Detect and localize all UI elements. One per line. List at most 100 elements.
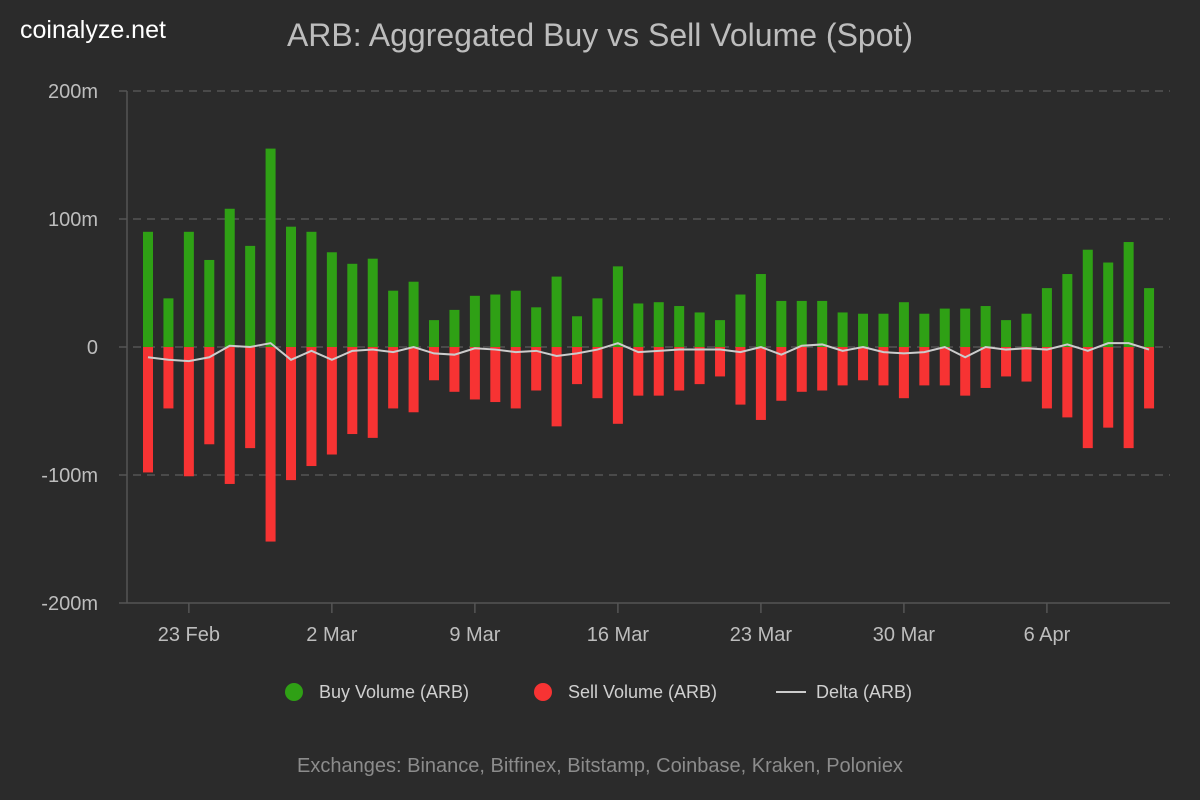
buy-volume-bar[interactable] [1144, 288, 1155, 347]
buy-volume-bar[interactable] [429, 320, 440, 347]
sell-volume-bar[interactable] [306, 347, 317, 467]
sell-volume-bar[interactable] [183, 347, 194, 477]
sell-volume-bar[interactable] [1062, 347, 1073, 418]
buy-volume-bar[interactable] [449, 309, 460, 347]
buy-volume-bar[interactable] [224, 208, 235, 347]
sell-volume-bar[interactable] [347, 347, 358, 435]
buy-volume-bar[interactable] [878, 313, 889, 347]
buy-volume-bar[interactable] [326, 252, 337, 347]
sell-volume-bar[interactable] [1123, 347, 1134, 449]
buy-volume-bar[interactable] [183, 231, 194, 347]
buy-volume-bar[interactable] [286, 226, 297, 347]
buy-volume-bar[interactable] [306, 231, 317, 347]
buy-volume-bar[interactable] [694, 312, 705, 347]
buy-volume-bar[interactable] [1001, 320, 1012, 347]
sell-volume-bar[interactable] [939, 347, 950, 386]
sell-volume-bar[interactable] [531, 347, 542, 391]
buy-volume-bar[interactable] [939, 308, 950, 347]
sell-volume-bar[interactable] [776, 347, 787, 401]
sell-volume-bar[interactable] [980, 347, 991, 388]
buy-volume-bar[interactable] [143, 231, 153, 347]
sell-volume-bar[interactable] [1021, 347, 1032, 382]
sell-volume-bar[interactable] [551, 347, 562, 427]
buy-volume-bar[interactable] [347, 263, 358, 347]
sell-volume-bar[interactable] [837, 347, 848, 386]
sell-volume-bar[interactable] [612, 347, 623, 424]
legend-sell-volume[interactable]: Sell Volume (ARB) [568, 682, 717, 702]
sell-volume-bar[interactable] [286, 347, 297, 481]
buy-volume-bar[interactable] [776, 300, 787, 347]
buy-volume-bar[interactable] [674, 306, 685, 347]
buy-volume-bar[interactable] [265, 148, 276, 347]
sell-volume-bar[interactable] [204, 347, 215, 445]
sell-volume-bar[interactable] [143, 347, 153, 473]
buy-volume-bar[interactable] [653, 302, 664, 347]
buy-volume-bar[interactable] [367, 258, 378, 347]
sell-volume-bar[interactable] [367, 347, 378, 438]
sell-volume-bar[interactable] [1041, 347, 1052, 409]
buy-volume-bar[interactable] [960, 308, 971, 347]
buy-volume-bar[interactable] [817, 300, 828, 347]
buy-volume-bar[interactable] [612, 266, 623, 347]
buy-volume-bar[interactable] [837, 312, 848, 347]
delta-line[interactable] [147, 342, 1150, 363]
buy-volume-bar[interactable] [633, 303, 644, 347]
buy-volume-bar[interactable] [898, 302, 909, 347]
buy-volume-bar[interactable] [980, 306, 991, 347]
buy-volume-bar[interactable] [592, 298, 603, 347]
buy-volume-bar[interactable] [755, 274, 766, 347]
sell-volume-bar[interactable] [735, 347, 746, 405]
sell-volume-bar[interactable] [1103, 347, 1114, 428]
sell-volume-bar[interactable] [1001, 347, 1012, 377]
buy-volume-bar[interactable] [735, 294, 746, 347]
sell-volume-bar[interactable] [898, 347, 909, 399]
buy-volume-bar[interactable] [1103, 262, 1114, 347]
sell-volume-bar[interactable] [694, 347, 705, 385]
buy-volume-bar[interactable] [388, 290, 399, 347]
sell-volume-bar[interactable] [408, 347, 419, 413]
buy-volume-bar[interactable] [1021, 313, 1032, 347]
sell-volume-bar[interactable] [245, 347, 256, 449]
buy-volume-bar[interactable] [531, 307, 542, 347]
sell-volume-bar[interactable] [1082, 347, 1093, 449]
sell-volume-bar[interactable] [653, 347, 664, 396]
sell-volume-bar[interactable] [265, 347, 276, 542]
buy-volume-bar[interactable] [572, 316, 583, 347]
brand-logo[interactable]: coinalyze.net [20, 16, 166, 44]
legend-delta[interactable]: Delta (ARB) [816, 682, 912, 702]
buy-volume-bar[interactable] [510, 290, 521, 347]
buy-volume-bar[interactable] [1082, 249, 1093, 347]
legend-buy-volume[interactable]: Buy Volume (ARB) [319, 682, 469, 702]
sell-volume-bar[interactable] [592, 347, 603, 399]
buy-volume-bar[interactable] [796, 300, 807, 347]
buy-volume-bar[interactable] [919, 313, 930, 347]
buy-volume-bar[interactable] [469, 295, 480, 347]
sell-volume-bar[interactable] [449, 347, 460, 392]
sell-volume-bar[interactable] [224, 347, 235, 484]
sell-volume-bar[interactable] [796, 347, 807, 392]
sell-volume-bar[interactable] [469, 347, 480, 400]
buy-volume-bar[interactable] [858, 313, 869, 347]
sell-volume-bar[interactable] [572, 347, 583, 385]
sell-volume-bar[interactable] [960, 347, 971, 396]
buy-volume-bar[interactable] [715, 320, 726, 347]
sell-volume-bar[interactable] [817, 347, 828, 391]
buy-volume-bar[interactable] [551, 276, 562, 347]
buy-volume-bar[interactable] [245, 245, 256, 347]
sell-volume-bar[interactable] [674, 347, 685, 391]
buy-volume-bar[interactable] [490, 294, 501, 347]
sell-volume-bar[interactable] [715, 347, 726, 377]
buy-volume-bar[interactable] [1123, 242, 1134, 347]
sell-volume-bar[interactable] [878, 347, 889, 386]
sell-volume-bar[interactable] [326, 347, 337, 455]
buy-volume-bar[interactable] [1041, 288, 1052, 347]
buy-volume-bar[interactable] [1062, 274, 1073, 347]
buy-volume-bar[interactable] [163, 298, 174, 347]
buy-volume-bar[interactable] [204, 259, 215, 347]
sell-volume-bar[interactable] [163, 347, 174, 409]
sell-volume-bar[interactable] [919, 347, 930, 386]
sell-volume-bar[interactable] [429, 347, 440, 381]
sell-volume-bar[interactable] [388, 347, 399, 409]
sell-volume-bar[interactable] [633, 347, 644, 396]
sell-volume-bar[interactable] [858, 347, 869, 381]
